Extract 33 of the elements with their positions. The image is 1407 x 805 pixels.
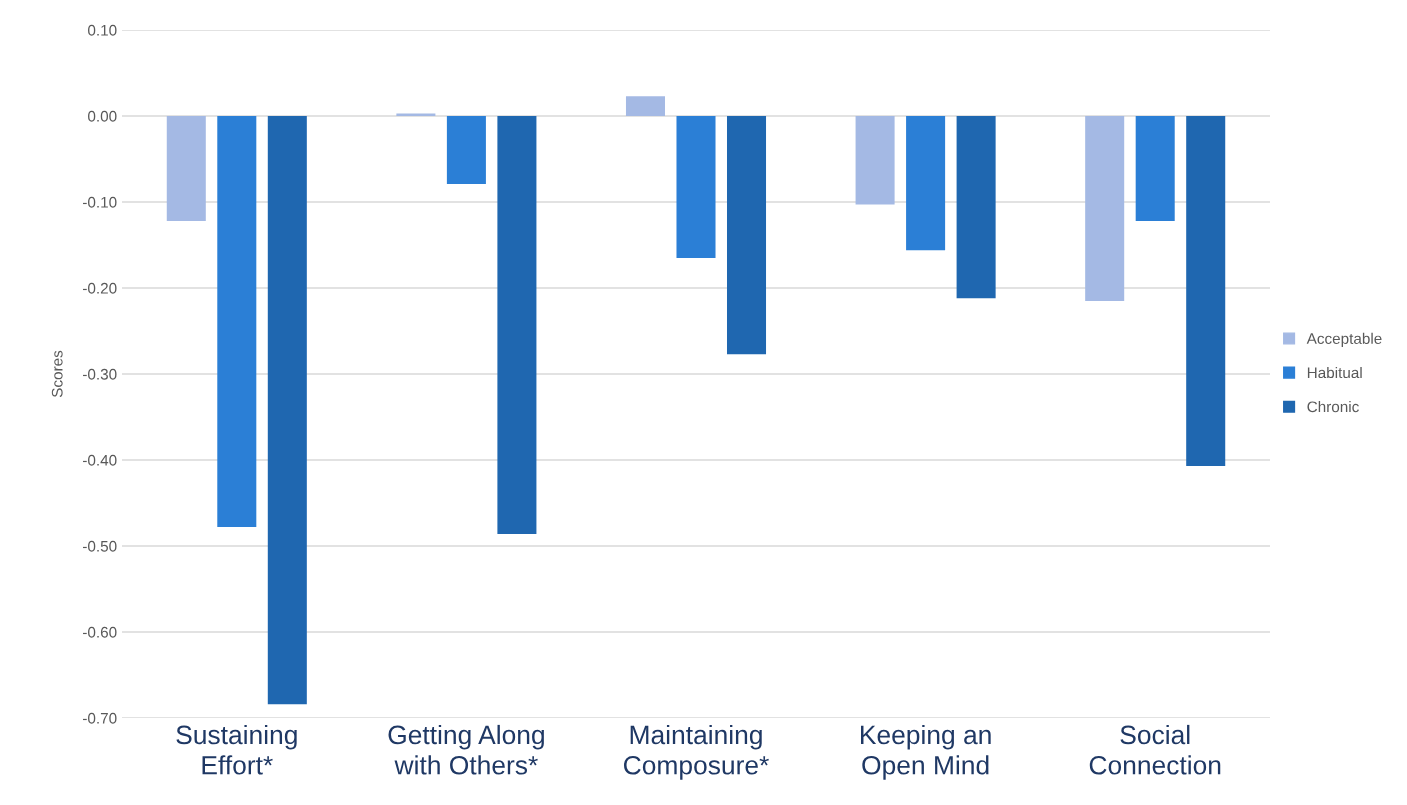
bar <box>217 116 257 528</box>
bar <box>1085 116 1125 301</box>
bar <box>727 116 767 355</box>
y-tick-label: -0.40 <box>83 454 117 466</box>
bar <box>956 116 996 299</box>
bar <box>906 116 946 251</box>
y-tick-label: -0.50 <box>83 540 117 552</box>
x-tick-label: Keeping an Open Mind <box>861 724 991 780</box>
y-tick-label: -0.60 <box>83 626 117 638</box>
bar <box>267 116 307 705</box>
x-tick-label: Sustaining Effort* <box>176 724 297 775</box>
legend-label: Acceptable <box>1306 332 1382 348</box>
y-tick-label: 0.00 <box>88 110 117 122</box>
y-tick-label: -0.10 <box>83 196 117 208</box>
x-tick-label: Maintaining Composure* <box>624 724 769 780</box>
bar <box>1186 116 1226 467</box>
bar <box>166 116 206 221</box>
bar <box>1135 116 1175 221</box>
legend-label: Habitual <box>1307 366 1362 379</box>
y-tick-label: -0.20 <box>83 282 117 294</box>
legend-label: Chronic <box>1307 400 1359 413</box>
x-tick-label: Getting Along with Others* <box>388 724 544 775</box>
bar <box>676 116 716 258</box>
y-axis-title: Scores <box>51 350 63 398</box>
bar <box>446 116 486 184</box>
bar <box>396 113 436 116</box>
y-tick-label: -0.70 <box>83 712 117 724</box>
y-tick-label: 0.10 <box>88 24 117 36</box>
y-tick-label: -0.30 <box>83 368 117 380</box>
bar <box>497 116 537 534</box>
bar <box>625 96 665 116</box>
x-tick-label: Social Connection <box>1089 724 1221 775</box>
bar <box>855 116 895 205</box>
